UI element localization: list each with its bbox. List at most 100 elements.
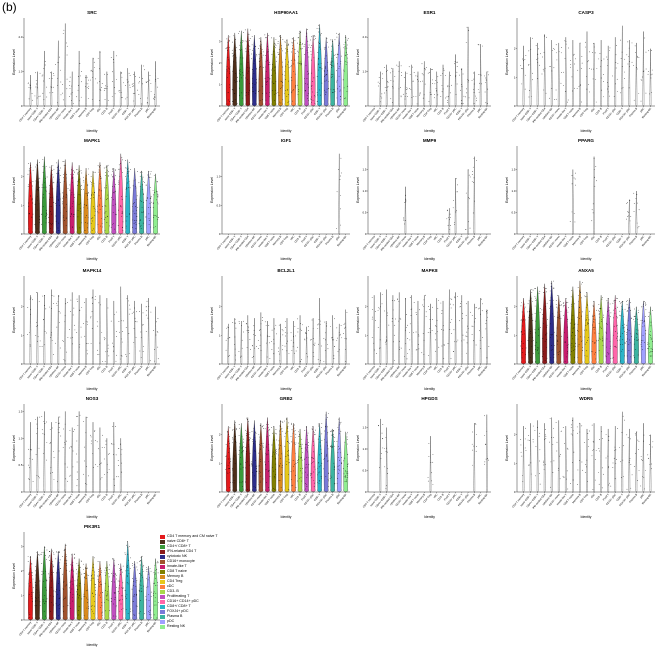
data-point <box>638 93 640 94</box>
violin-7 <box>570 286 576 364</box>
data-point <box>312 338 314 339</box>
data-point <box>57 594 59 595</box>
data-point <box>42 166 44 167</box>
data-point <box>97 579 99 580</box>
data-point <box>260 47 261 49</box>
data-point <box>620 350 622 352</box>
data-point <box>273 82 275 84</box>
data-point <box>436 331 438 333</box>
violin-6 <box>563 298 569 364</box>
data-point <box>647 342 649 344</box>
data-point <box>62 556 63 557</box>
data-point <box>559 316 560 317</box>
data-point <box>325 74 327 76</box>
data-point <box>107 100 109 101</box>
data-point <box>598 313 600 315</box>
data-point <box>638 57 640 58</box>
data-point <box>347 39 349 41</box>
data-point <box>314 468 316 470</box>
data-point <box>323 458 325 460</box>
data-point <box>647 348 649 349</box>
data-point <box>592 324 593 326</box>
data-point <box>80 75 81 77</box>
data-point <box>338 418 340 420</box>
data-point <box>135 585 137 587</box>
data-point <box>650 339 652 340</box>
data-point <box>107 594 108 596</box>
data-point <box>487 88 489 90</box>
data-point <box>129 304 131 306</box>
data-point <box>287 102 289 104</box>
data-point <box>532 425 534 427</box>
data-point <box>571 332 573 333</box>
data-point <box>641 322 643 324</box>
data-point <box>299 63 301 64</box>
violin-2 <box>385 289 388 364</box>
data-point <box>331 446 333 447</box>
data-point <box>62 174 64 176</box>
data-point <box>320 465 322 467</box>
violin-8 <box>278 35 283 106</box>
data-point <box>55 205 57 206</box>
data-point <box>125 167 126 169</box>
data-point <box>100 176 101 177</box>
violin-1 <box>528 289 534 364</box>
data-point <box>644 303 646 305</box>
violin-6 <box>565 426 567 492</box>
data-point <box>431 472 433 474</box>
data-point <box>136 605 138 607</box>
violin-18 <box>647 306 653 364</box>
data-point <box>311 85 313 86</box>
data-point <box>119 599 120 601</box>
violin-16 <box>635 431 638 492</box>
y-tick-label: 2 <box>219 433 221 437</box>
data-point <box>129 87 131 88</box>
data-point <box>291 350 293 352</box>
data-point <box>532 439 534 440</box>
data-point <box>135 213 137 215</box>
data-point <box>307 83 308 85</box>
data-point <box>305 89 306 91</box>
data-point <box>643 325 645 327</box>
data-point <box>484 415 485 417</box>
violin-4 <box>398 292 400 364</box>
data-point <box>62 446 64 448</box>
data-point <box>92 206 94 208</box>
data-point <box>50 610 51 612</box>
data-point <box>245 323 247 325</box>
data-point <box>570 344 572 346</box>
data-point <box>63 606 64 607</box>
data-point <box>285 456 287 457</box>
data-point <box>279 101 280 103</box>
data-point <box>268 470 269 472</box>
y-tick-label: 3 <box>219 40 221 44</box>
data-point <box>566 302 568 303</box>
data-point <box>126 216 128 218</box>
data-point <box>401 75 402 76</box>
data-point <box>245 467 246 469</box>
data-point <box>277 41 279 42</box>
violin-8 <box>579 423 581 492</box>
data-point <box>267 453 269 455</box>
x-tick-label: Resting NK <box>146 492 158 505</box>
data-point <box>248 434 250 435</box>
data-point <box>575 58 576 60</box>
data-point <box>92 217 94 219</box>
data-point <box>537 335 539 336</box>
data-point <box>260 449 261 451</box>
data-point <box>56 326 58 328</box>
data-point <box>115 605 117 607</box>
data-point <box>91 605 93 606</box>
data-point <box>326 41 328 43</box>
data-point <box>49 306 50 308</box>
data-point <box>78 614 79 616</box>
data-point <box>648 316 649 317</box>
data-point <box>242 481 244 482</box>
data-point <box>150 570 152 572</box>
data-point <box>578 330 580 332</box>
data-point <box>316 101 318 102</box>
data-point <box>73 570 74 572</box>
